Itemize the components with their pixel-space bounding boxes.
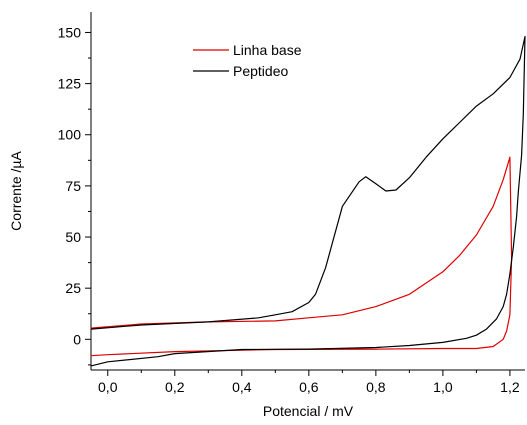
x-tick-label: 0,8 [366, 379, 386, 395]
y-tick-label: 100 [58, 127, 82, 143]
y-tick-label: 0 [73, 331, 81, 347]
x-axis-title: Potencial / mV [263, 403, 354, 419]
plot-frame [90, 12, 525, 371]
axes-layer: 0,0 0,2 0,4 0,6 0,8 1,0 1,2 0 25 50 75 100 125 150 [58, 24, 520, 395]
legend-label: Linha base [233, 42, 302, 58]
y-tick-label: 125 [58, 76, 82, 92]
legend: Linha base Peptideo [193, 42, 302, 79]
y-tick-label: 50 [65, 229, 81, 245]
y-tick-label: 150 [58, 24, 82, 40]
x-tick-label: 0,0 [98, 379, 118, 395]
x-tick-label: 0,4 [232, 379, 252, 395]
legend-label: Peptideo [233, 63, 288, 79]
x-tick-label: 1,0 [433, 379, 453, 395]
y-tick-label: 75 [65, 178, 81, 194]
series-layer [90, 35, 526, 367]
y-tick-label: 25 [65, 280, 81, 296]
x-tick-label: 1,2 [500, 379, 520, 395]
series-line-linha-base [90, 156, 513, 357]
x-tick-label: 0,6 [299, 379, 319, 395]
x-tick-label: 0,2 [165, 379, 185, 395]
series-line-peptideo [90, 35, 526, 367]
y-axis-title: Corrente /µA [8, 151, 24, 231]
